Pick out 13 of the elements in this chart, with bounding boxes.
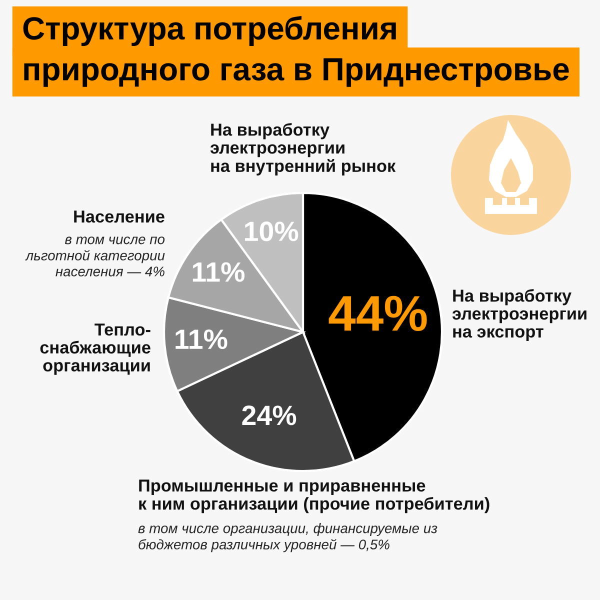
slice-label: Промышленные и приравненные к ним организации (прочие потребители) <box>139 480 490 514</box>
data-label: 11% <box>192 262 245 282</box>
data-label: 24% <box>242 406 296 426</box>
slice-label: На выработку электроэнергии на экспорт <box>452 289 586 342</box>
data-label: 11% <box>176 330 228 350</box>
text: в том числе организации, финансируемые из бюджетов различных уровней — 0,5% <box>138 523 438 552</box>
slice-label: Население <box>74 210 164 223</box>
chart-title: Структура потребления природного газа в Приднестровье <box>23 16 569 87</box>
slice-label: Тепло- снабжающие организации <box>40 324 150 375</box>
data-label: 10% <box>245 222 298 242</box>
slice-label: На выработку электроэнергии на внутренний рынок <box>210 123 396 176</box>
text: в том числе по льготной категории населения — 4% <box>25 236 165 276</box>
data-label: 44% <box>328 296 427 331</box>
